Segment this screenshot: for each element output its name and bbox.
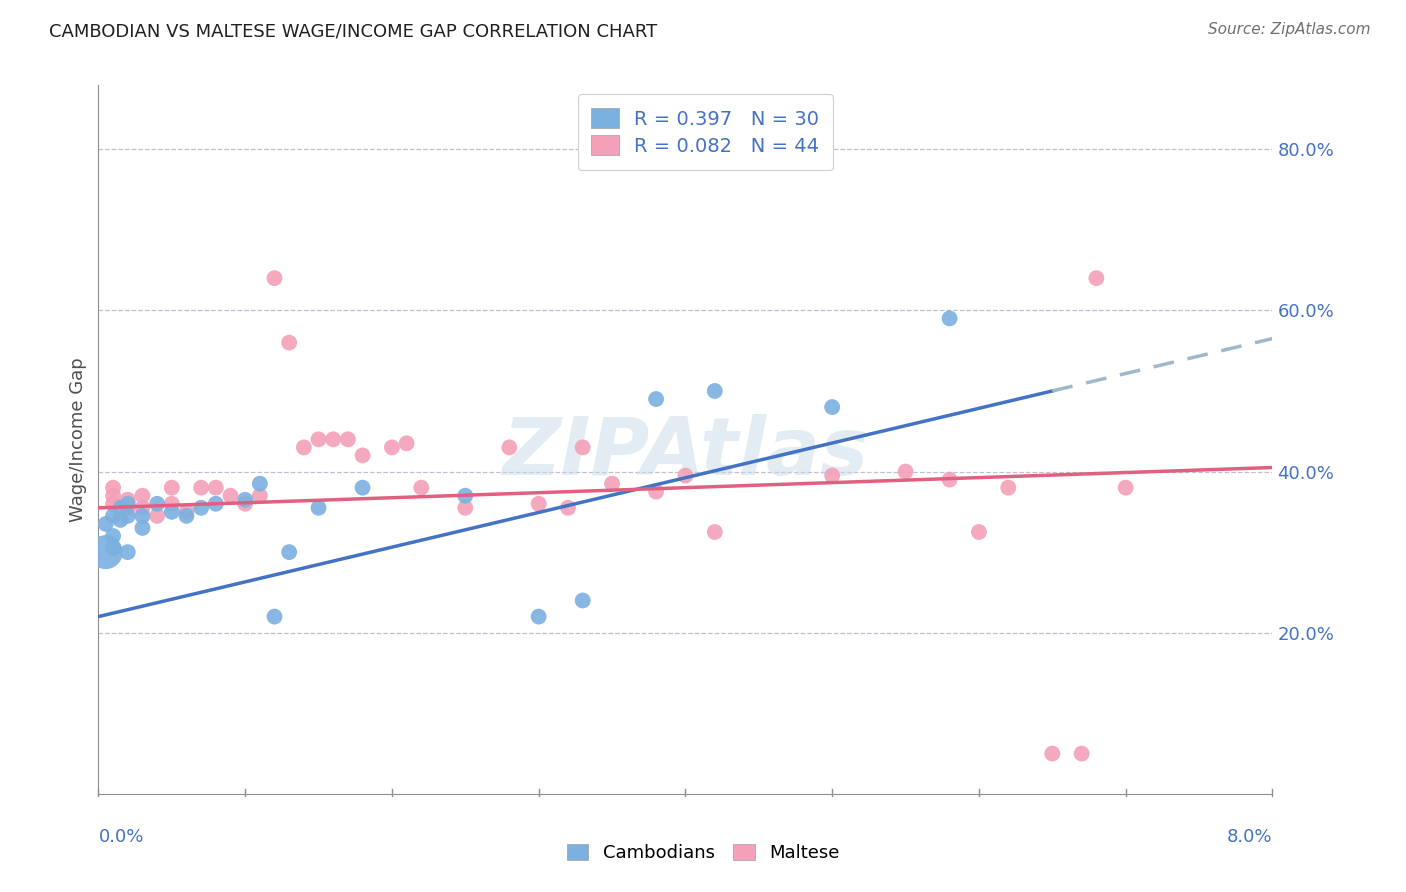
Point — [1070, 747, 1092, 761]
Point — [557, 500, 579, 515]
Point — [117, 497, 139, 511]
Point — [278, 545, 301, 559]
Text: 0.0%: 0.0% — [98, 828, 143, 846]
Point — [894, 465, 917, 479]
Point — [101, 489, 124, 503]
Legend: R = 0.397   N = 30, R = 0.082   N = 44: R = 0.397 N = 30, R = 0.082 N = 44 — [578, 95, 832, 169]
Point — [454, 500, 477, 515]
Point — [110, 513, 132, 527]
Point — [336, 433, 359, 447]
Point — [411, 481, 433, 495]
Point — [249, 489, 271, 503]
Point — [308, 433, 330, 447]
Point — [571, 441, 593, 455]
Point — [176, 505, 198, 519]
Point — [131, 489, 153, 503]
Point — [381, 441, 404, 455]
Legend: Cambodians, Maltese: Cambodians, Maltese — [560, 837, 846, 870]
Point — [101, 541, 124, 555]
Point — [263, 271, 285, 285]
Text: 8.0%: 8.0% — [1227, 828, 1272, 846]
Point — [249, 476, 271, 491]
Point — [821, 468, 844, 483]
Point — [1085, 271, 1108, 285]
Point — [101, 529, 124, 543]
Point — [703, 524, 725, 539]
Point — [938, 311, 960, 326]
Point — [308, 500, 330, 515]
Point — [190, 481, 212, 495]
Point — [160, 505, 183, 519]
Point — [160, 481, 183, 495]
Point — [821, 400, 844, 414]
Point — [703, 384, 725, 398]
Point — [263, 609, 285, 624]
Point — [997, 481, 1019, 495]
Point — [205, 481, 228, 495]
Point — [101, 508, 124, 523]
Text: ZIPAtlas: ZIPAtlas — [502, 415, 869, 492]
Point — [110, 500, 132, 515]
Point — [219, 489, 242, 503]
Text: Source: ZipAtlas.com: Source: ZipAtlas.com — [1208, 22, 1371, 37]
Point — [131, 521, 153, 535]
Point — [278, 335, 301, 350]
Y-axis label: Wage/Income Gap: Wage/Income Gap — [69, 357, 87, 522]
Point — [131, 508, 153, 523]
Point — [292, 441, 315, 455]
Point — [117, 492, 139, 507]
Point — [938, 473, 960, 487]
Point — [117, 508, 139, 523]
Point — [967, 524, 990, 539]
Point — [600, 476, 623, 491]
Point — [527, 497, 550, 511]
Point — [1040, 747, 1063, 761]
Point — [233, 497, 256, 511]
Point — [101, 481, 124, 495]
Point — [176, 508, 198, 523]
Point — [322, 433, 344, 447]
Point — [205, 497, 228, 511]
Point — [571, 593, 593, 607]
Point — [352, 481, 374, 495]
Text: CAMBODIAN VS MALTESE WAGE/INCOME GAP CORRELATION CHART: CAMBODIAN VS MALTESE WAGE/INCOME GAP COR… — [49, 22, 658, 40]
Point — [117, 500, 139, 515]
Point — [675, 468, 697, 483]
Point — [146, 508, 169, 523]
Point — [94, 545, 117, 559]
Point — [190, 500, 212, 515]
Point — [160, 497, 183, 511]
Point — [454, 489, 477, 503]
Point — [101, 497, 124, 511]
Point — [117, 545, 139, 559]
Point — [645, 392, 668, 406]
Point — [146, 497, 169, 511]
Point — [352, 449, 374, 463]
Point — [1115, 481, 1137, 495]
Point — [645, 484, 668, 499]
Point — [395, 436, 418, 450]
Point — [131, 500, 153, 515]
Point — [233, 492, 256, 507]
Point — [498, 441, 520, 455]
Point — [94, 516, 117, 531]
Point — [527, 609, 550, 624]
